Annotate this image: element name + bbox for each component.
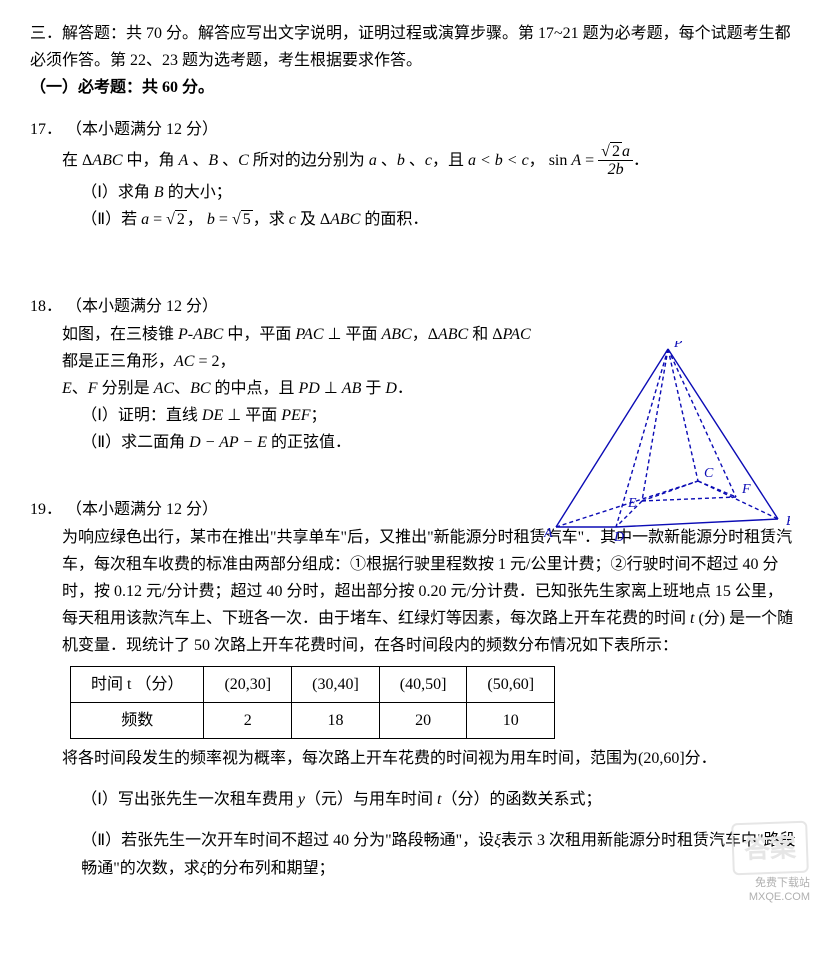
svg-text:D: D <box>613 530 624 541</box>
q17-header: 17． （本小题满分 12 分） <box>30 116 798 143</box>
question-19: 19． （本小题满分 12 分） 为响应绿色出行，某市在推出"共享单车"后，又推… <box>30 496 798 881</box>
q17-fraction: √2a2b <box>598 143 633 179</box>
watermark-box: 答案 <box>731 820 809 875</box>
q19-number: 19． <box>30 501 62 518</box>
svg-text:B: B <box>786 514 790 529</box>
question-17: 17． （本小题满分 12 分） 在 ΔABC 中，角 A 、B 、C 所对的边… <box>30 116 798 234</box>
q18-number: 18． <box>30 298 62 315</box>
q19-part1: （Ⅰ）写出张先生一次租车费用 y（元）与用车时间 t（分）的函数关系式； <box>30 786 798 813</box>
svg-text:P: P <box>673 341 683 351</box>
section-instructions-text: 三．解答题：共 70 分。解答应写出文字说明，证明过程或演算步骤。第 17~21… <box>30 25 791 69</box>
table-cell: 10 <box>467 702 555 738</box>
svg-text:E: E <box>627 496 637 511</box>
table-row: 频数 2 18 20 10 <box>71 702 555 738</box>
svg-text:C: C <box>704 466 714 481</box>
table-row: 时间 t （分） (20,30] (30,40] (40,50] (50,60] <box>71 666 555 702</box>
q17-stem: 在 ΔABC 中，角 A 、B 、C 所对的边分别为 a 、b 、c，且 a <… <box>30 143 798 179</box>
tetrahedron-diagram: P A B C D E F <box>530 341 790 541</box>
q17-part1: （Ⅰ）求角 B 的大小； <box>30 179 798 206</box>
table-cell: 2 <box>204 702 292 738</box>
q19-para1: 为响应绿色出行，某市在推出"共享单车"后，又推出"新能源分时租赁汽车"．其中一款… <box>30 524 798 660</box>
q17-number: 17． <box>30 121 62 138</box>
q19-points: （本小题满分 12 分） <box>66 501 218 518</box>
table-cell: 频数 <box>71 702 204 738</box>
watermark-text: 免费下载站 MXQE.COM <box>749 877 810 903</box>
question-18: 18． （本小题满分 12 分） 如图，在三棱锥 P-ABC 中，平面 PAC … <box>30 293 798 456</box>
q19-para2: 将各时间段发生的频率视为概率，每次路上开车花费的时间视为用车时间，范围为(20,… <box>30 745 798 772</box>
q17-part2: （Ⅱ）若 a = √2， b = √5，求 c 及 ΔABC 的面积． <box>30 206 798 233</box>
q18-points: （本小题满分 12 分） <box>66 298 218 315</box>
svg-text:F: F <box>741 482 751 497</box>
table-cell: 20 <box>379 702 467 738</box>
q17-points: （本小题满分 12 分） <box>66 121 218 138</box>
section-instructions: 三．解答题：共 70 分。解答应写出文字说明，证明过程或演算步骤。第 17~21… <box>30 20 798 74</box>
table-header-cell: (30,40] <box>292 666 380 702</box>
required-section-title: （一）必考题：共 60 分。 <box>30 74 798 101</box>
svg-text:A: A <box>543 526 553 541</box>
table-header-cell: (40,50] <box>379 666 467 702</box>
q18-header: 18． （本小题满分 12 分） <box>30 293 798 320</box>
table-cell: 18 <box>292 702 380 738</box>
frequency-table: 时间 t （分） (20,30] (30,40] (40,50] (50,60]… <box>70 666 555 739</box>
table-header-cell: (20,30] <box>204 666 292 702</box>
table-header-cell: 时间 t （分） <box>71 666 204 702</box>
table-header-cell: (50,60] <box>467 666 555 702</box>
q19-part2: （Ⅱ）若张先生一次开车时间不超过 40 分为"路段畅通"，设ξ表示 3 次租用新… <box>30 827 798 881</box>
